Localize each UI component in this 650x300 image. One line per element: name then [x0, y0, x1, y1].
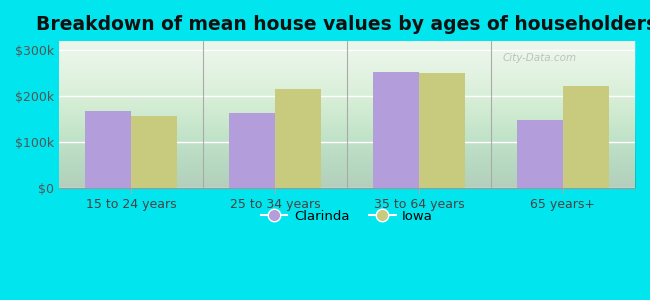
Legend: Clarinda, Iowa: Clarinda, Iowa — [255, 204, 438, 228]
Bar — [229, 113, 275, 188]
Bar — [517, 120, 563, 188]
Bar — [275, 89, 321, 188]
Bar — [563, 86, 609, 188]
Bar — [85, 111, 131, 188]
Text: City-Data.com: City-Data.com — [502, 53, 577, 63]
Title: Breakdown of mean house values by ages of householders: Breakdown of mean house values by ages o… — [36, 15, 650, 34]
Bar — [131, 116, 177, 188]
Bar — [419, 73, 465, 188]
Bar — [373, 72, 419, 188]
